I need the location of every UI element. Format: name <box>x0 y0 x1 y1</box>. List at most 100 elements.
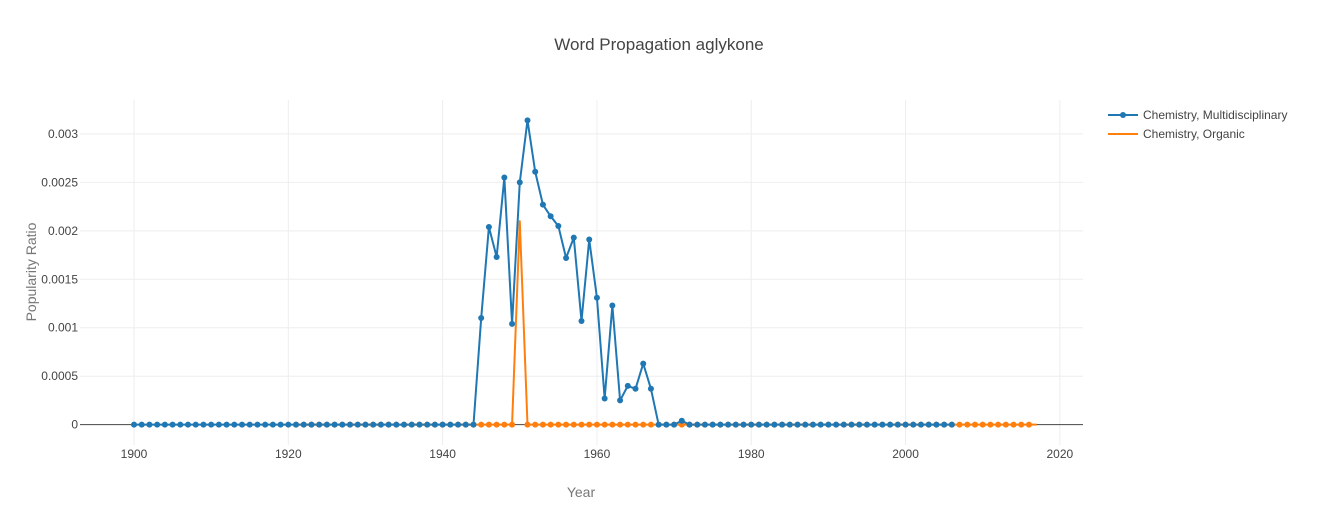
data-point-multidisciplinary[interactable] <box>856 421 863 428</box>
data-point-multidisciplinary[interactable] <box>678 417 685 424</box>
data-point-multidisciplinary[interactable] <box>941 421 948 428</box>
data-point-multidisciplinary[interactable] <box>169 421 176 428</box>
data-point-organic[interactable] <box>578 421 585 428</box>
data-point-multidisciplinary[interactable] <box>586 236 593 243</box>
data-point-organic[interactable] <box>971 421 978 428</box>
data-point-multidisciplinary[interactable] <box>277 421 284 428</box>
data-point-multidisciplinary[interactable] <box>617 397 624 404</box>
data-point-organic[interactable] <box>493 421 500 428</box>
data-point-organic[interactable] <box>979 421 986 428</box>
data-point-multidisciplinary[interactable] <box>431 421 438 428</box>
data-point-multidisciplinary[interactable] <box>408 421 415 428</box>
data-point-multidisciplinary[interactable] <box>416 421 423 428</box>
data-point-organic[interactable] <box>524 421 531 428</box>
data-point-organic[interactable] <box>1018 421 1025 428</box>
data-point-multidisciplinary[interactable] <box>516 179 523 186</box>
data-point-multidisciplinary[interactable] <box>848 421 855 428</box>
data-point-multidisciplinary[interactable] <box>740 421 747 428</box>
data-point-multidisciplinary[interactable] <box>424 421 431 428</box>
data-point-multidisciplinary[interactable] <box>879 421 886 428</box>
data-point-organic[interactable] <box>1002 421 1009 428</box>
data-point-multidisciplinary[interactable] <box>362 421 369 428</box>
data-point-organic[interactable] <box>539 421 546 428</box>
data-point-multidisciplinary[interactable] <box>323 421 330 428</box>
data-point-multidisciplinary[interactable] <box>254 421 261 428</box>
data-point-multidisciplinary[interactable] <box>709 421 716 428</box>
data-point-organic[interactable] <box>609 421 616 428</box>
data-point-multidisciplinary[interactable] <box>208 421 215 428</box>
data-point-multidisciplinary[interactable] <box>331 421 338 428</box>
data-point-multidisciplinary[interactable] <box>377 421 384 428</box>
data-point-organic[interactable] <box>1025 421 1032 428</box>
data-point-multidisciplinary[interactable] <box>701 421 708 428</box>
data-point-organic[interactable] <box>593 421 600 428</box>
data-point-multidisciplinary[interactable] <box>563 254 570 261</box>
data-point-multidisciplinary[interactable] <box>694 421 701 428</box>
data-point-multidisciplinary[interactable] <box>439 421 446 428</box>
data-point-multidisciplinary[interactable] <box>717 421 724 428</box>
data-point-multidisciplinary[interactable] <box>748 421 755 428</box>
data-point-multidisciplinary[interactable] <box>655 421 662 428</box>
data-point-organic[interactable] <box>601 421 608 428</box>
data-point-multidisciplinary[interactable] <box>817 421 824 428</box>
data-point-organic[interactable] <box>563 421 570 428</box>
legend-item-chemistry-organic[interactable]: Chemistry, Organic <box>1108 127 1245 141</box>
data-point-multidisciplinary[interactable] <box>470 421 477 428</box>
data-point-organic[interactable] <box>570 421 577 428</box>
data-point-multidisciplinary[interactable] <box>131 421 138 428</box>
data-point-multidisciplinary[interactable] <box>663 421 670 428</box>
data-point-multidisciplinary[interactable] <box>902 421 909 428</box>
data-point-organic[interactable] <box>1010 421 1017 428</box>
data-point-multidisciplinary[interactable] <box>223 421 230 428</box>
data-point-multidisciplinary[interactable] <box>833 421 840 428</box>
data-point-organic[interactable] <box>501 421 508 428</box>
data-point-organic[interactable] <box>532 421 539 428</box>
data-point-multidisciplinary[interactable] <box>154 421 161 428</box>
data-point-multidisciplinary[interactable] <box>840 421 847 428</box>
data-point-multidisciplinary[interactable] <box>192 421 199 428</box>
data-point-multidisciplinary[interactable] <box>763 421 770 428</box>
data-point-multidisciplinary[interactable] <box>239 421 246 428</box>
data-point-multidisciplinary[interactable] <box>347 421 354 428</box>
data-point-multidisciplinary[interactable] <box>161 421 168 428</box>
data-point-multidisciplinary[interactable] <box>447 421 454 428</box>
data-point-multidisciplinary[interactable] <box>771 421 778 428</box>
data-point-organic[interactable] <box>632 421 639 428</box>
data-point-multidisciplinary[interactable] <box>478 315 485 322</box>
data-point-multidisciplinary[interactable] <box>910 421 917 428</box>
data-point-multidisciplinary[interactable] <box>300 421 307 428</box>
data-point-multidisciplinary[interactable] <box>370 421 377 428</box>
data-point-multidisciplinary[interactable] <box>316 421 323 428</box>
data-point-multidisciplinary[interactable] <box>671 421 678 428</box>
data-point-multidisciplinary[interactable] <box>578 317 585 324</box>
data-point-multidisciplinary[interactable] <box>493 253 500 260</box>
data-point-multidisciplinary[interactable] <box>601 395 608 402</box>
data-point-multidisciplinary[interactable] <box>501 174 508 181</box>
data-point-organic[interactable] <box>995 421 1002 428</box>
data-point-multidisciplinary[interactable] <box>933 421 940 428</box>
data-point-multidisciplinary[interactable] <box>624 382 631 389</box>
data-point-multidisciplinary[interactable] <box>485 223 492 230</box>
data-point-organic[interactable] <box>547 421 554 428</box>
data-point-multidisciplinary[interactable] <box>779 421 786 428</box>
data-point-multidisciplinary[interactable] <box>948 421 955 428</box>
data-point-organic[interactable] <box>964 421 971 428</box>
data-point-organic[interactable] <box>555 421 562 428</box>
data-point-organic[interactable] <box>485 421 492 428</box>
data-point-multidisciplinary[interactable] <box>146 421 153 428</box>
data-point-multidisciplinary[interactable] <box>200 421 207 428</box>
data-point-multidisciplinary[interactable] <box>524 117 531 124</box>
data-point-multidisciplinary[interactable] <box>725 421 732 428</box>
data-point-multidisciplinary[interactable] <box>863 421 870 428</box>
data-point-multidisciplinary[interactable] <box>138 421 145 428</box>
data-point-multidisciplinary[interactable] <box>570 234 577 241</box>
data-point-multidisciplinary[interactable] <box>640 360 647 367</box>
data-point-multidisciplinary[interactable] <box>686 421 693 428</box>
data-point-multidisciplinary[interactable] <box>894 421 901 428</box>
data-point-organic[interactable] <box>617 421 624 428</box>
data-point-multidisciplinary[interactable] <box>308 421 315 428</box>
legend[interactable]: Chemistry, Multidisciplinary Chemistry, O… <box>1108 108 1287 141</box>
data-point-multidisciplinary[interactable] <box>732 421 739 428</box>
legend-item-chemistry-multidisciplinary[interactable]: Chemistry, Multidisciplinary <box>1108 108 1287 122</box>
data-point-multidisciplinary[interactable] <box>215 421 222 428</box>
